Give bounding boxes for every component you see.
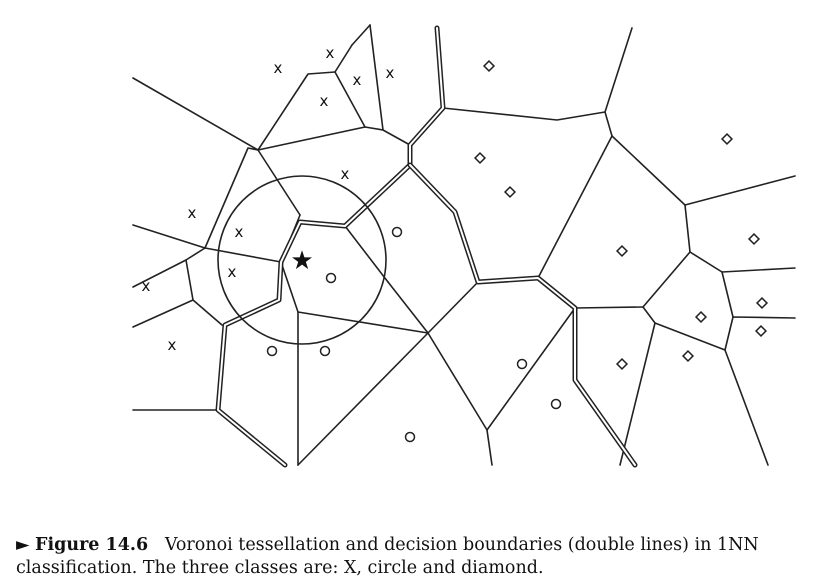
diamond-class-point: [754, 324, 768, 338]
voronoi-edge: [684, 204, 691, 253]
circle-class-point: [516, 358, 528, 370]
decision-boundary-line: [409, 164, 636, 466]
diamond-class-point: [755, 296, 769, 310]
x-class-point: x: [353, 71, 362, 89]
voronoi-edge: [724, 349, 769, 466]
voronoi-edge: [684, 175, 796, 206]
diamond-class-point: [681, 349, 695, 363]
x-class-point: x: [235, 223, 244, 241]
voronoi-edge: [427, 332, 493, 466]
voronoi-edge: [721, 271, 734, 318]
caption-marker: ►: [16, 535, 30, 555]
voronoi-edge: [351, 24, 371, 46]
voronoi-edge: [387, 281, 429, 334]
decision-boundary-line: [215, 25, 446, 468]
voronoi-edge: [689, 251, 796, 273]
voronoi-edge: [537, 135, 613, 279]
voronoi-edge: [132, 299, 194, 328]
voronoi-edge: [442, 27, 633, 121]
diamond-class-point: [694, 310, 708, 324]
voronoi-edge: [257, 71, 366, 151]
voronoi-edge: [257, 71, 336, 151]
diamond-class-point: [720, 132, 734, 146]
voronoi-edge: [369, 24, 384, 131]
voronoi-edge: [619, 322, 656, 466]
voronoi-edge: [132, 77, 259, 151]
decision-boundary-line: [217, 27, 444, 466]
diamond-class-point: [473, 151, 487, 165]
circle-class-point: [319, 345, 331, 357]
diamond-class-point: [615, 357, 629, 371]
x-class-point: x: [228, 263, 237, 281]
voronoi-edge: [132, 147, 259, 249]
voronoi-edge: [334, 44, 353, 73]
x-class-point: x: [320, 92, 329, 110]
voronoi-edge: [642, 306, 796, 351]
voronoi-edge: [642, 251, 691, 308]
diamond-class-point: [615, 244, 629, 258]
voronoi-edge: [204, 247, 282, 263]
voronoi-edge: [364, 126, 411, 146]
voronoi-edge: [297, 332, 429, 466]
decision-boundary-line: [407, 162, 638, 468]
voronoi-edge: [257, 149, 301, 216]
x-class-point: x: [142, 277, 151, 295]
query-point-star: ★: [290, 246, 313, 276]
neighborhood-circle: [217, 175, 387, 345]
diamond-class-point: [503, 185, 517, 199]
voronoi-edge: [574, 306, 644, 309]
x-class-point: x: [341, 165, 350, 183]
voronoi-edge: [427, 281, 479, 334]
x-class-point: x: [188, 204, 197, 222]
caption-text: Voronoi tessellation and decision bounda…: [16, 535, 759, 578]
x-class-point: x: [386, 64, 395, 82]
diamond-class-point: [482, 59, 496, 73]
x-class-point: x: [326, 44, 335, 62]
x-class-point: x: [168, 336, 177, 354]
diamond-class-point: [747, 232, 761, 246]
circle-class-point: [266, 345, 278, 357]
circle-class-point: [391, 226, 403, 238]
circle-class-point: [550, 398, 562, 410]
figure-label: Figure 14.6: [35, 535, 149, 555]
voronoi-edge: [604, 111, 686, 206]
x-class-point: x: [274, 59, 283, 77]
circle-class-point: [404, 431, 416, 443]
voronoi-edge: [486, 307, 576, 431]
circle-class-point: [325, 272, 337, 284]
voronoi-edge: [185, 259, 223, 326]
voronoi-edge: [344, 225, 389, 283]
decision-boundaries: [215, 25, 638, 468]
figure-caption: ► Figure 14.6 Voronoi tessellation and d…: [16, 534, 816, 580]
